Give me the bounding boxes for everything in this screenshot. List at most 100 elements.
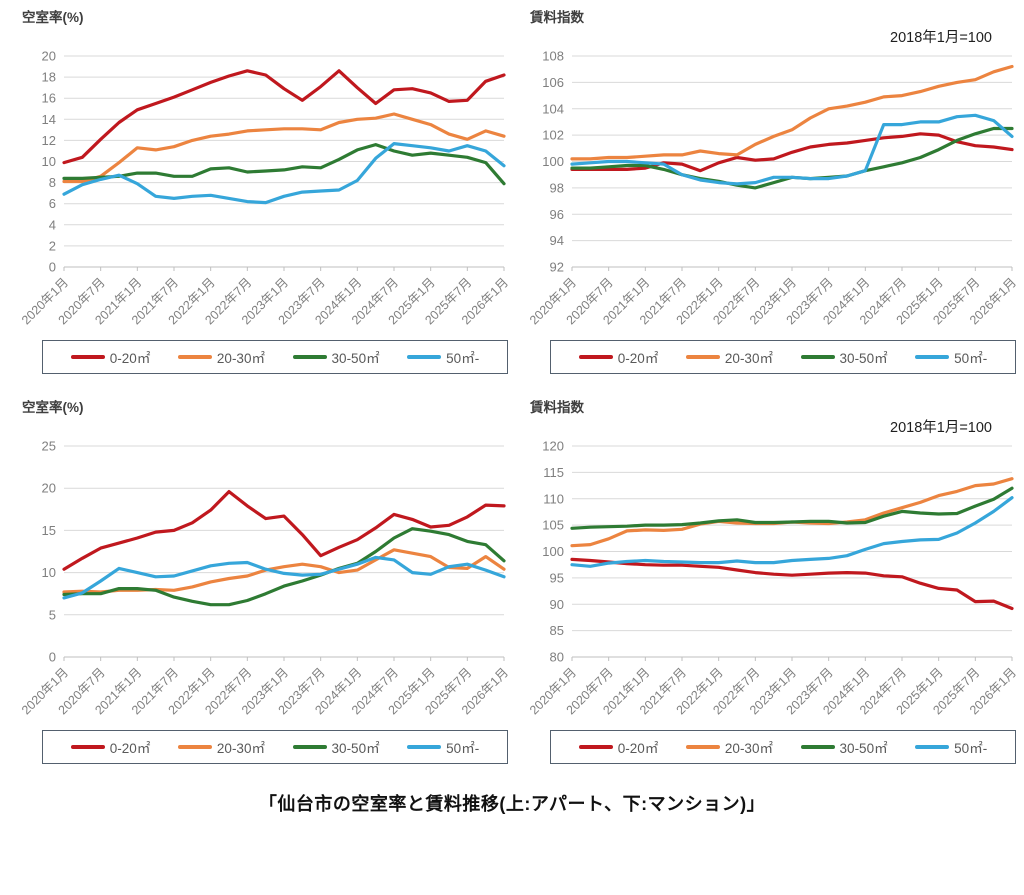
y-tick-label: 10 [42,154,56,169]
series-line-0-20㎡ [62,69,506,165]
legend-label: 20-30㎡ [216,741,265,756]
legend-swatch-icon [292,355,327,359]
y-tick-label: 108 [542,50,564,64]
legend-item-30-50㎡: 30-50㎡ [292,737,380,757]
y-tick-label: 100 [542,544,564,559]
mansion-vacancy-plot: 05101520252020年1月2020年7月2021年1月2021年7月20… [19,440,511,717]
legend-item-20-30㎡: 20-30㎡ [177,737,265,757]
series-line-50㎡- [570,496,1014,568]
index-base-annotation: 2018年1月=100 [890,420,992,436]
series-line-20-30㎡ [62,548,506,594]
y-tick-label: 0 [49,260,56,275]
legend-swatch-icon [407,745,442,749]
y-tick-label: 18 [42,70,56,85]
apartment-rent-chart: 賃料指数 2018年1月=100 92 94 96 98 100 102 104 106 108… [526,8,1020,374]
legend-item-20-30㎡: 20-30㎡ [177,347,265,367]
legend-box: 0-20㎡ 20-30㎡ 30-50㎡ 50㎡- [42,730,508,764]
series-line-0-20㎡ [570,132,1014,173]
apartment-vacancy-chart: 空室率(%) 0 2 4 6 8 10 12 14 16 18 20 2020年1月 2020年7月 20… [18,8,512,374]
legend-swatch-icon [578,745,613,749]
legend-swatch-icon [915,745,950,749]
legend-item-30-50㎡: 30-50㎡ [800,737,888,757]
y-tick-label: 10 [42,565,56,580]
series-line-20-30㎡ [62,112,506,184]
y-tick-label: 6 [49,196,56,211]
legend-swatch-icon [685,745,720,749]
legend-label: 50㎡- [954,351,988,366]
y-tick-label: 100 [542,154,564,169]
y-tick-label: 0 [49,650,56,665]
legend-item-30-50㎡: 30-50㎡ [800,347,888,367]
legend-label: 0-20㎡ [109,741,151,756]
y-tick-label: 120 [542,440,564,454]
legend-swatch-icon [177,745,212,749]
legend-box: 0-20㎡ 20-30㎡ 30-50㎡ 50㎡- [550,730,1016,764]
y-tick-label: 94 [550,233,564,248]
mansion-rent-plot: 808590951001051101151202020年1月2020年7月202… [527,440,1019,717]
legend-item-50㎡-: 50㎡- [915,347,987,367]
series-line-50㎡- [62,555,506,600]
series-line-30-50㎡ [62,142,506,186]
legend-swatch-icon [800,745,835,749]
legend-label: 30-50㎡ [331,351,380,366]
legend-box: 0-20㎡ 20-30㎡ 30-50㎡ 50㎡- [42,340,508,374]
figure-caption: 「仙台市の空室率と賃料推移(上:アパート、下:マンション)」 [258,794,766,814]
legend-label: 30-50㎡ [839,741,888,756]
series-line-50㎡- [570,113,1014,186]
legend-item-0-20㎡: 0-20㎡ [578,737,658,757]
legend-swatch-icon [407,355,442,359]
y-tick-label: 102 [542,128,564,143]
y-tick-label: 20 [42,50,56,64]
y-tick-label: 25 [42,440,56,454]
legend-label: 50㎡- [954,741,988,756]
legend-item-50㎡-: 50㎡- [407,347,479,367]
legend-swatch-icon [578,355,613,359]
y-tick-label: 110 [543,491,564,506]
legend-swatch-icon [685,355,720,359]
mansion-rent-chart: 賃料指数 2018年1月=100 80 85 90 95 100 105 110 115 120… [526,398,1020,764]
y-tick-label: 5 [49,607,56,622]
y-tick-label: 85 [550,623,564,638]
legend-swatch-icon [70,355,105,359]
top-chart-row: 空室率(%) 0 2 4 6 8 10 12 14 16 18 20 2020年1月 2020年7月 20… [0,0,1024,374]
chart-title: 賃料指数 [530,10,584,25]
y-tick-label: 80 [550,650,564,665]
index-base-annotation [18,418,512,440]
y-tick-label: 90 [550,597,564,612]
legend-swatch-icon [915,355,950,359]
series-line-0-20㎡ [570,557,1014,611]
y-tick-label: 8 [49,175,56,190]
y-tick-label: 20 [42,481,56,496]
apartment-rent-plot: 929496981001021041061082020年1月2020年7月202… [527,50,1019,327]
series-line-30-50㎡ [570,486,1014,530]
y-tick-label: 104 [542,101,564,116]
y-tick-label: 95 [550,570,564,585]
legend-label: 0-20㎡ [109,351,151,366]
legend-swatch-icon [800,355,835,359]
legend-swatch-icon [177,355,212,359]
series-line-30-50㎡ [62,527,506,607]
legend-item-50㎡-: 50㎡- [407,737,479,757]
legend-label: 20-30㎡ [216,351,265,366]
series-line-20-30㎡ [570,64,1014,161]
legend-label: 20-30㎡ [724,741,773,756]
legend-swatch-icon [70,745,105,749]
index-base-annotation: 2018年1月=100 [890,30,992,46]
legend-label: 50㎡- [446,741,480,756]
legend-item-20-30㎡: 20-30㎡ [685,737,773,757]
legend-box: 0-20㎡ 20-30㎡ 30-50㎡ 50㎡- [550,340,1016,374]
legend-swatch-icon [292,745,327,749]
index-base-annotation [18,28,512,50]
y-tick-label: 98 [550,180,564,195]
y-tick-label: 2 [49,238,56,253]
y-tick-label: 92 [550,260,564,275]
legend-item-30-50㎡: 30-50㎡ [292,347,380,367]
legend-item-20-30㎡: 20-30㎡ [685,347,773,367]
chart-title: 空室率(%) [22,10,84,25]
y-tick-label: 15 [42,523,56,538]
legend-item-0-20㎡: 0-20㎡ [70,737,151,757]
y-tick-label: 106 [542,75,564,90]
y-tick-label: 12 [42,133,56,148]
legend-label: 50㎡- [446,351,480,366]
y-tick-label: 105 [542,518,564,533]
